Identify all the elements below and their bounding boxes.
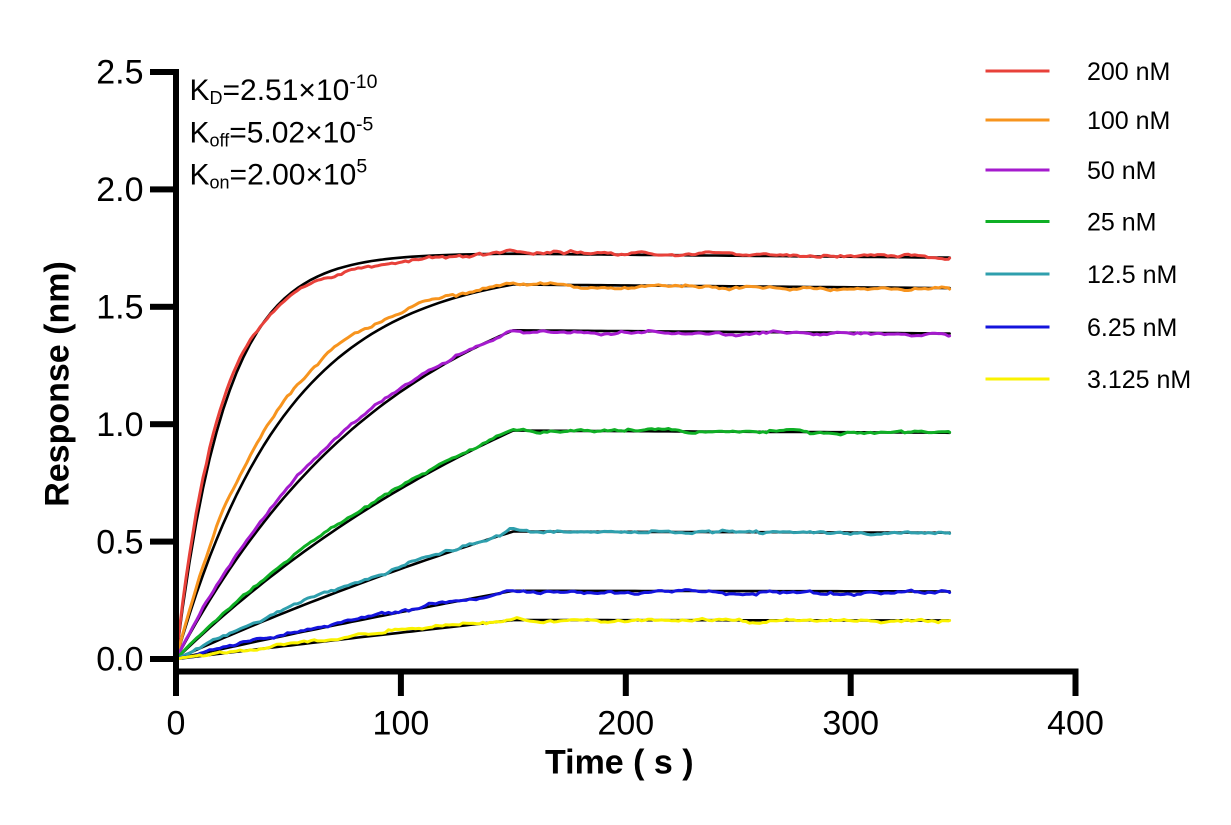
svg-text:0: 0 (167, 705, 186, 743)
svg-text:200: 200 (597, 705, 654, 743)
svg-text:200 nM: 200 nM (1087, 58, 1170, 86)
svg-text:25 nM: 25 nM (1087, 208, 1156, 236)
svg-text:3.125 nM: 3.125 nM (1087, 366, 1191, 394)
svg-text:Kon=2.00×105: Kon=2.00×105 (190, 156, 368, 193)
svg-text:1.5: 1.5 (96, 289, 143, 327)
svg-text:100: 100 (373, 705, 430, 743)
svg-text:KD=2.51×10-10: KD=2.51×10-10 (190, 71, 378, 108)
svg-text:1.0: 1.0 (96, 406, 143, 444)
svg-text:2.5: 2.5 (96, 54, 143, 92)
svg-text:6.25 nM: 6.25 nM (1087, 314, 1177, 342)
svg-text:0.0: 0.0 (96, 641, 143, 679)
svg-text:2.0: 2.0 (96, 171, 143, 209)
svg-text:50 nM: 50 nM (1087, 157, 1156, 185)
svg-text:100 nM: 100 nM (1087, 107, 1170, 135)
svg-text:0.5: 0.5 (96, 523, 143, 561)
svg-text:400: 400 (1047, 705, 1104, 743)
svg-text:Time ( s ): Time ( s ) (545, 744, 694, 782)
svg-text:300: 300 (822, 705, 879, 743)
svg-text:Koff=5.02×10-5: Koff=5.02×10-5 (190, 113, 374, 150)
svg-text:Response (nm): Response (nm) (39, 261, 77, 507)
svg-text:12.5 nM: 12.5 nM (1087, 261, 1177, 289)
